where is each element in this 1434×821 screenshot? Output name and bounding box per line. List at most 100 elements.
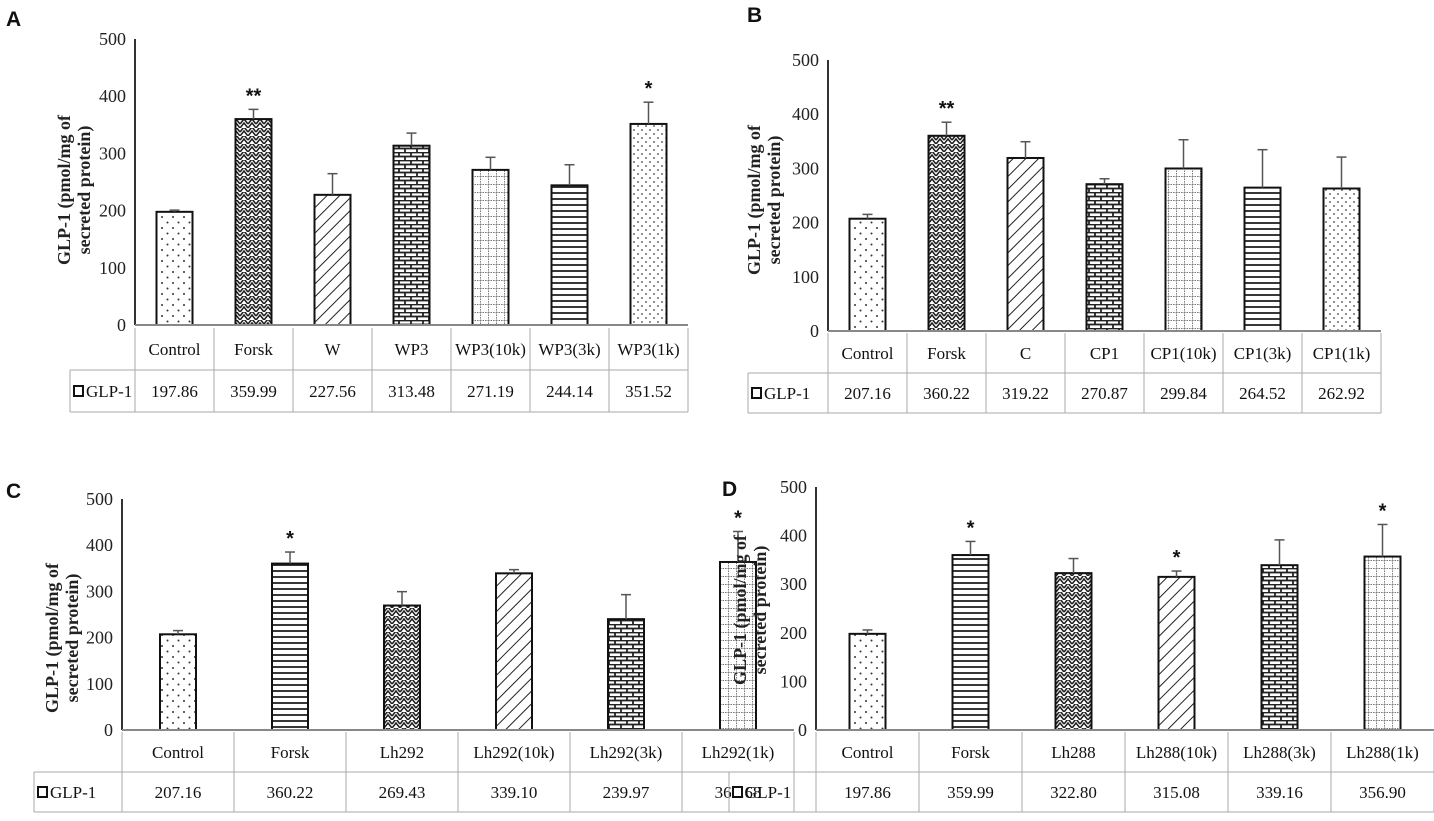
panel-letter: A — [6, 8, 21, 31]
panel-letter: B — [747, 4, 762, 27]
category-label: Lh292(1k) — [702, 743, 775, 762]
bar — [927, 134, 966, 332]
y-tick-label: 200 — [86, 628, 113, 648]
bar — [1363, 555, 1402, 731]
y-tick-label: 300 — [99, 143, 126, 163]
data-value-label: 339.16 — [1256, 783, 1303, 802]
chart-panel-c: C 0 100 200 300 400 500 GLP-1 (pmol/mg ofsecret… — [6, 480, 795, 813]
category-label: Lh288(1k) — [1346, 743, 1419, 762]
bar — [271, 562, 309, 732]
category-label: WP3 — [395, 340, 429, 359]
data-value-label: 359.99 — [947, 783, 994, 802]
y-axis-label: GLP-1 (pmol/mg ofsecreted protein) — [42, 562, 83, 713]
category-label: Lh288 — [1051, 743, 1095, 762]
data-value-label: 299.84 — [1160, 384, 1207, 403]
category-label: Control — [149, 340, 201, 359]
bar — [313, 193, 352, 326]
bar — [951, 554, 990, 731]
data-value-label: 339.10 — [491, 783, 538, 802]
data-value-label: 351.52 — [625, 382, 672, 401]
data-value-label: 262.92 — [1318, 384, 1365, 403]
data-value-label: 207.16 — [844, 384, 891, 403]
bar — [607, 618, 645, 731]
data-table: Control Forsk Lh292 Lh292(10k) Lh292(3k) Lh29… — [33, 732, 795, 813]
legend-key — [37, 786, 48, 798]
significance-marker: * — [734, 507, 742, 529]
y-tick-label: 0 — [798, 720, 807, 740]
y-tick-label: 0 — [810, 321, 819, 341]
significance-marker: * — [967, 517, 975, 539]
data-table: Control Forsk Lh288 Lh288(10k) Lh288(3k) Lh28… — [728, 732, 1434, 813]
bar — [629, 122, 668, 326]
y-axis-label: GLP-1 (pmol/mg ofsecreted protein) — [744, 124, 785, 275]
significance-marker: * — [286, 528, 294, 550]
significance-marker: * — [1173, 547, 1181, 569]
category-label: Forsk — [927, 344, 966, 363]
y-tick-label: 400 — [86, 535, 113, 555]
y-tick-label: 400 — [792, 104, 819, 124]
category-label: CP1 — [1090, 344, 1119, 363]
bar — [1085, 183, 1124, 332]
data-value-label: 197.86 — [151, 382, 198, 401]
bar — [392, 144, 431, 326]
category-label: Control — [152, 743, 204, 762]
legend-series-label: GLP-1 — [50, 783, 96, 802]
data-value-label: 315.08 — [1153, 783, 1200, 802]
category-label: C — [1020, 344, 1031, 363]
data-value-label: 271.19 — [467, 382, 514, 401]
bar — [1243, 186, 1282, 332]
y-tick-label: 100 — [99, 258, 126, 278]
significance-marker: ** — [246, 85, 262, 107]
category-label: Control — [842, 344, 894, 363]
bar — [848, 217, 887, 333]
significance-marker: * — [645, 78, 653, 100]
data-value-label: 313.48 — [388, 382, 435, 401]
data-value-label: 360.22 — [923, 384, 970, 403]
data-value-label: 264.52 — [1239, 384, 1286, 403]
bar — [495, 572, 533, 732]
category-label: Control — [842, 743, 894, 762]
y-tick-label: 0 — [104, 720, 113, 740]
bar — [471, 168, 510, 326]
bar — [1164, 167, 1203, 332]
category-label: Lh288(10k) — [1136, 743, 1217, 762]
data-table: Control Forsk W WP3 WP3(10k) WP3(3k) WP3(1k) 19… — [69, 328, 689, 413]
chart-panel-b: B 0 100 200 300 400 500 GLP-1 (pmol/mg ofsecret… — [744, 4, 1382, 414]
legend-series-label: GLP-1 — [764, 384, 810, 403]
data-value-label: 322.80 — [1050, 783, 1097, 802]
data-value-label: 356.90 — [1359, 783, 1406, 802]
data-value-label: 239.97 — [603, 783, 650, 802]
significance-marker: * — [1379, 500, 1387, 522]
legend-key — [751, 387, 762, 399]
legend-key — [73, 385, 84, 397]
category-label: Forsk — [271, 743, 310, 762]
bar — [1260, 564, 1299, 731]
category-label: WP3(3k) — [538, 340, 600, 359]
legend-series-label: GLP-1 — [745, 783, 791, 802]
data-value-label: 270.87 — [1081, 384, 1128, 403]
y-tick-label: 500 — [792, 50, 819, 70]
category-label: Lh292(3k) — [590, 743, 663, 762]
category-label: CP1(1k) — [1313, 344, 1371, 363]
data-value-label: 227.56 — [309, 382, 356, 401]
y-tick-label: 200 — [780, 623, 807, 643]
data-value-label: 197.86 — [844, 783, 891, 802]
y-tick-label: 300 — [780, 574, 807, 594]
significance-marker: ** — [939, 98, 955, 120]
bar — [155, 210, 194, 326]
category-label: Lh292(10k) — [473, 743, 554, 762]
bar — [719, 560, 757, 732]
y-tick-label: 400 — [780, 526, 807, 546]
y-tick-label: 500 — [780, 477, 807, 497]
y-tick-label: 200 — [99, 201, 126, 221]
y-tick-label: 400 — [99, 86, 126, 106]
category-label: CP1(3k) — [1234, 344, 1292, 363]
data-table: Control Forsk C CP1 CP1(10k) CP1(3k) CP1(1k) 20… — [747, 333, 1382, 414]
category-label: WP3(1k) — [617, 340, 679, 359]
category-label: W — [324, 340, 341, 359]
category-label: Lh292 — [380, 743, 424, 762]
y-axis-label: GLP-1 (pmol/mg ofsecreted protein) — [730, 534, 771, 685]
data-value-label: 244.14 — [546, 382, 593, 401]
bar — [1054, 572, 1093, 731]
